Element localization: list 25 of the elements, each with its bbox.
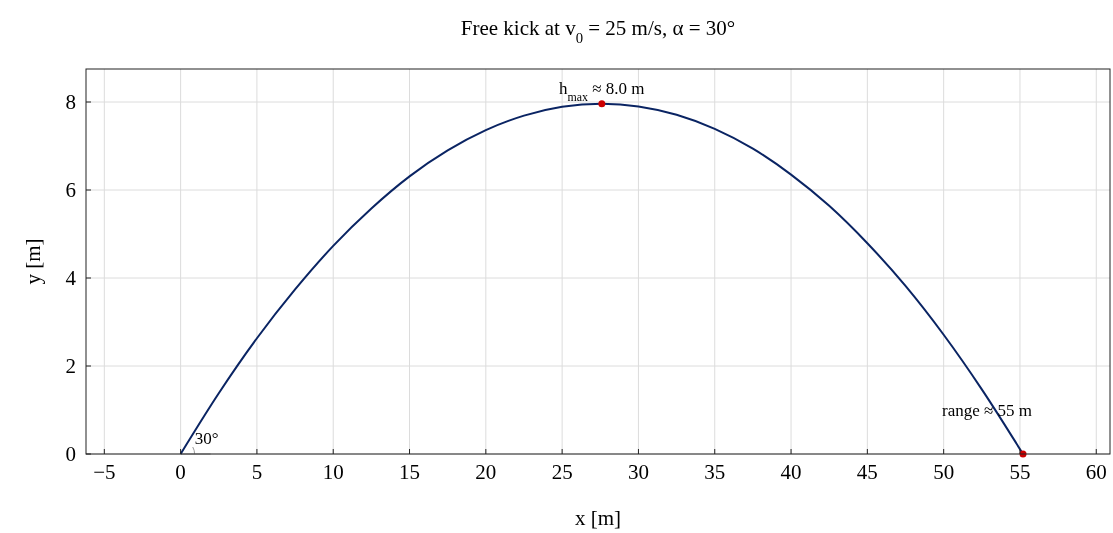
x-tick-label: −5 — [93, 460, 116, 484]
x-tick-label: 50 — [933, 460, 955, 484]
x-axis-title: x [m] — [574, 506, 622, 530]
y-tick-label: 8 — [65, 90, 76, 114]
x-tick-label: 20 — [475, 460, 497, 484]
x-tick-label: 0 — [175, 460, 186, 484]
x-tick-label: 35 — [704, 460, 726, 484]
x-tick-label: 55 — [1009, 460, 1031, 484]
y-tick-label: 6 — [65, 178, 76, 202]
x-tick-label: 60 — [1085, 460, 1107, 484]
x-tick-label: 30 — [627, 460, 649, 484]
y-tick-label: 2 — [65, 354, 76, 378]
annotation: range ≈ 55 m — [941, 401, 1033, 420]
y-axis-title: y [m] — [21, 238, 45, 285]
x-tick-label: 25 — [551, 460, 573, 484]
y-tick-label: 0 — [65, 442, 76, 466]
x-tick-label: 15 — [399, 460, 421, 484]
chart-title: Free kick at v$_{0}$ = 25 m/s, α = 30° — [460, 16, 736, 46]
x-tick-label: 5 — [251, 460, 263, 484]
y-tick-label: 4 — [65, 266, 77, 290]
annotation: 30° — [194, 429, 219, 448]
x-tick-label: 10 — [322, 460, 344, 484]
annotation: h$_{max}$ ≈ 8.0 m — [559, 78, 645, 104]
x-tick-label: 40 — [780, 460, 802, 484]
x-tick-label: 45 — [856, 460, 878, 484]
